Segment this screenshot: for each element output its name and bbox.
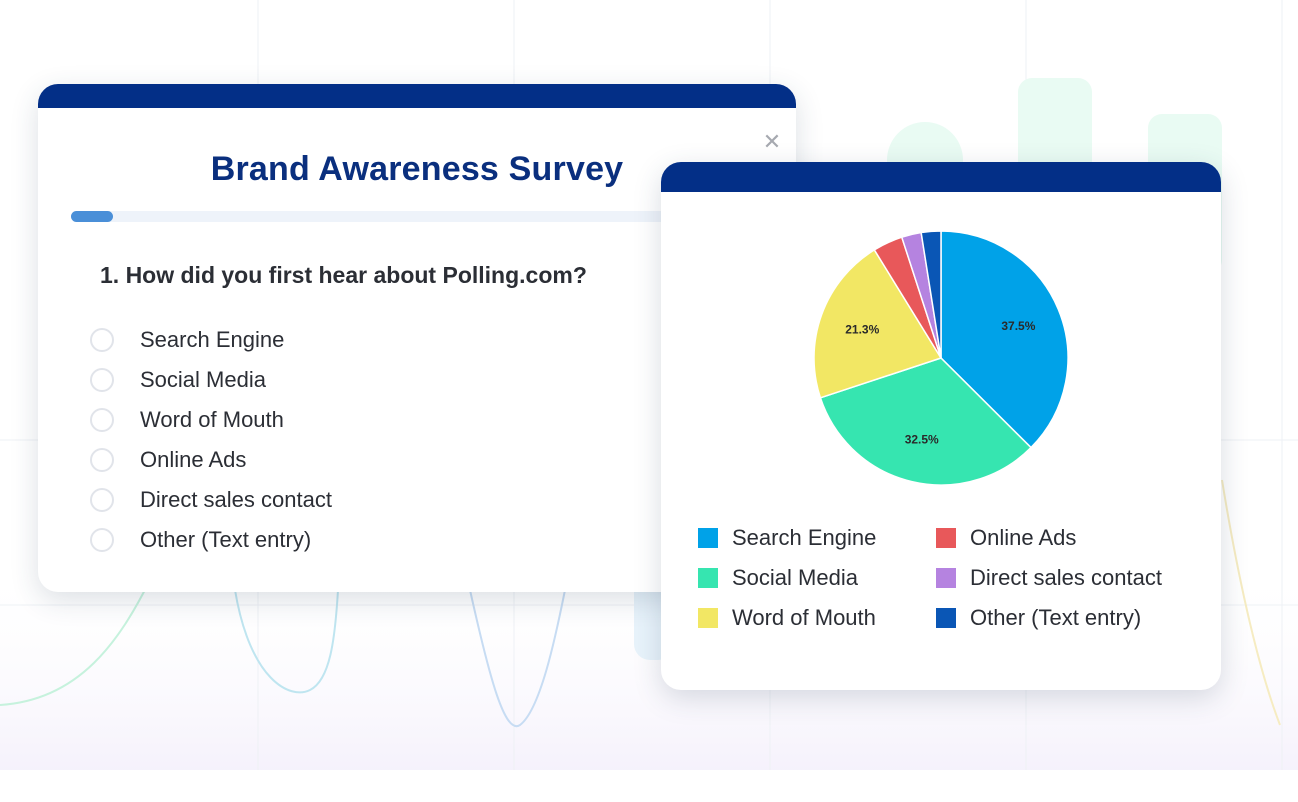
legend-swatch bbox=[698, 528, 718, 548]
results-header-bar bbox=[661, 162, 1221, 192]
legend-item: Online Ads bbox=[936, 518, 1076, 558]
option-social-media[interactable]: Social Media bbox=[90, 360, 332, 400]
option-search-engine[interactable]: Search Engine bbox=[90, 320, 332, 360]
option-word-of-mouth[interactable]: Word of Mouth bbox=[90, 400, 332, 440]
legend-item: Search Engine bbox=[698, 518, 876, 558]
option-label: Social Media bbox=[140, 367, 266, 392]
radio-button[interactable] bbox=[90, 368, 114, 392]
legend-label: Other (Text entry) bbox=[970, 605, 1142, 630]
pie-chart: 37.5% 32.5% 21.3% bbox=[813, 230, 1069, 486]
legend-swatch bbox=[698, 608, 718, 628]
radio-button[interactable] bbox=[90, 488, 114, 512]
slice-data-label: 32.5% bbox=[905, 433, 939, 447]
option-direct-sales-contact[interactable]: Direct sales contact bbox=[90, 480, 332, 520]
slice-data-label: 37.5% bbox=[1001, 319, 1035, 333]
option-label: Search Engine bbox=[140, 327, 285, 352]
legend-label: Word of Mouth bbox=[732, 605, 876, 630]
radio-button[interactable] bbox=[90, 408, 114, 432]
close-icon[interactable]: ✕ bbox=[762, 129, 782, 154]
pie-slice-social-media[interactable] bbox=[819, 357, 1033, 486]
pie-slice-search-engine[interactable] bbox=[940, 230, 1069, 449]
legend-label: Search Engine bbox=[732, 525, 877, 550]
legend-label: Direct sales contact bbox=[970, 565, 1162, 590]
radio-button[interactable] bbox=[90, 448, 114, 472]
progress-fill bbox=[71, 211, 113, 222]
legend-item: Social Media bbox=[698, 558, 858, 598]
option-label: Direct sales contact bbox=[140, 487, 332, 512]
legend-swatch bbox=[936, 608, 956, 628]
radio-button[interactable] bbox=[90, 328, 114, 352]
pie-slice-other-text-entry[interactable] bbox=[920, 230, 942, 359]
answer-options: Search Engine Social Media Word of Mouth… bbox=[90, 320, 332, 560]
option-label: Word of Mouth bbox=[140, 407, 284, 432]
progress-bar bbox=[71, 211, 711, 222]
slice-data-label: 21.3% bbox=[845, 322, 879, 336]
pie-slice-word-of-mouth[interactable] bbox=[813, 248, 943, 399]
legend-swatch bbox=[936, 568, 956, 588]
question-text: 1. How did you first hear about Polling.… bbox=[100, 262, 587, 288]
legend-item: Word of Mouth bbox=[698, 598, 876, 638]
option-label: Online Ads bbox=[140, 447, 247, 472]
legend-swatch bbox=[936, 528, 956, 548]
results-card: 37.5% 32.5% 21.3% Search Engine Social Medi… bbox=[661, 162, 1221, 690]
option-label: Other (Text entry) bbox=[140, 527, 312, 552]
legend-label: Social Media bbox=[732, 565, 858, 590]
legend-swatch bbox=[698, 568, 718, 588]
legend-item: Direct sales contact bbox=[936, 558, 1162, 598]
radio-button[interactable] bbox=[90, 528, 114, 552]
option-other-text-entry[interactable]: Other (Text entry) bbox=[90, 520, 332, 560]
legend-label: Online Ads bbox=[970, 525, 1077, 550]
option-online-ads[interactable]: Online Ads bbox=[90, 440, 332, 480]
survey-title: Brand Awareness Survey bbox=[210, 150, 624, 188]
legend-item: Other (Text entry) bbox=[936, 598, 1141, 638]
survey-header-bar bbox=[38, 84, 796, 108]
